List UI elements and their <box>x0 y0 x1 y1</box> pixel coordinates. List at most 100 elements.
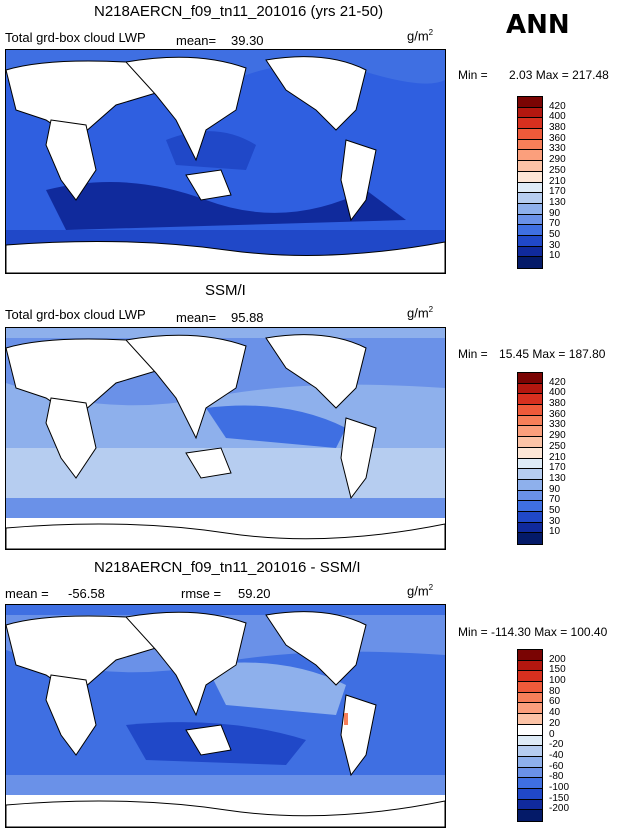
panel1-colorbar-swatch <box>518 257 542 268</box>
panel2-colorbar-swatch <box>518 511 542 523</box>
panel1-colorbar-label: 400 <box>549 111 566 123</box>
panel3-tropics <box>206 662 346 715</box>
panel3-colorbar-swatch <box>518 778 542 789</box>
panel2-australia <box>185 447 232 479</box>
panel3-colorbar <box>517 649 543 822</box>
panel3-colorbar-label: -100 <box>549 781 570 793</box>
panel3-map-svg <box>6 605 445 827</box>
panel3-colorbar-swatch <box>518 660 542 672</box>
panel1-colorbar-swatch <box>518 150 542 162</box>
panel1-colorbar-swatch <box>518 118 542 130</box>
panel2-colorbar-label: 330 <box>549 419 566 431</box>
panel1-colorbar-label: 90 <box>549 207 561 219</box>
panel3-southern-band <box>6 775 445 795</box>
panel1-colorbar-label: 290 <box>549 154 566 166</box>
panel1-map <box>5 49 446 274</box>
panel2-colorbar <box>517 372 543 545</box>
panel1-minmax: Min = 2.03 Max = 217.48 <box>458 68 609 82</box>
panel3-colorbar-label: 150 <box>549 664 566 676</box>
panel2-colorbar-label: 90 <box>549 483 561 495</box>
panel2-africa <box>45 397 97 479</box>
panel2-southern-band <box>6 498 445 518</box>
panel2-colorbar-swatch <box>518 447 542 459</box>
panel3-colorbar-swatch <box>518 682 542 693</box>
panel1-units: g/m2 <box>407 28 434 44</box>
panel3-units: g/m2 <box>407 583 434 599</box>
panel3-colorbar-swatch <box>518 703 542 715</box>
panel3-colorbar-label: -200 <box>549 803 570 815</box>
season-label: ANN <box>506 10 570 40</box>
panel3-mean-value: -56.58 <box>68 586 105 601</box>
panel1-north-america <box>265 56 367 131</box>
panel1-colorbar-swatch <box>518 235 542 247</box>
panel1-colorbar-swatch <box>518 107 542 119</box>
panel3-north-america <box>265 611 367 686</box>
panel1-colorbar-swatch <box>518 97 542 108</box>
panel3-title: N218AERCN_f09_tn11_201016 - SSM/I <box>94 559 361 576</box>
panel1-africa <box>45 119 97 201</box>
panel1-map-svg <box>6 50 445 273</box>
panel2-colorbar-swatch <box>518 437 542 448</box>
panel3-colorbar-label: 200 <box>549 653 566 665</box>
panel1-colorbar-swatch <box>518 203 542 215</box>
panel1-colorbar-swatch <box>518 129 542 140</box>
panel3-colorbar-label: 60 <box>549 696 561 708</box>
panel1-mean-value: 39.30 <box>231 33 264 48</box>
panel2-mean-value: 95.88 <box>231 310 264 325</box>
panel1-colorbar-swatch <box>518 193 542 204</box>
panel1-eurasia <box>6 60 168 141</box>
panel2-colorbar-swatch <box>518 501 542 512</box>
panel3-colorbar-label: -40 <box>549 749 564 761</box>
panel3-colorbar-swatch <box>518 799 542 811</box>
panel2-colorbar-label: 210 <box>549 451 566 463</box>
panel2-colorbar-swatch <box>518 373 542 384</box>
panel3-map <box>5 604 446 828</box>
panel1-colorbar-label: 10 <box>549 250 561 262</box>
panel2-map-svg <box>6 328 445 549</box>
panel1-colorbar-label: 210 <box>549 175 566 187</box>
panel1-colorbar-label: 30 <box>549 239 561 251</box>
panel2-mean-label: mean= <box>176 310 217 325</box>
panel3-colorbar-label: -60 <box>549 760 564 772</box>
panel2-colorbar-label: 250 <box>549 440 566 452</box>
panel3-antarctica <box>6 800 445 827</box>
panel3-rmse-value: 59.20 <box>238 586 271 601</box>
panel2-colorbar-label: 50 <box>549 504 561 516</box>
panel2-itcz <box>206 405 346 448</box>
panel1-south-america <box>340 139 377 222</box>
panel3-colorbar-label: 20 <box>549 717 561 729</box>
panel3-colorbar-swatch <box>518 788 542 800</box>
panel2-colorbar-label: 170 <box>549 462 566 474</box>
panel1-australia <box>185 169 232 201</box>
panel3-colorbar-swatch <box>518 714 542 725</box>
panel2-colorbar-label: 70 <box>549 494 561 506</box>
panel1-asia <box>125 56 247 162</box>
panel2-south-america <box>340 417 377 500</box>
panel2-minmax: Min = 15.45 Max = 187.80 <box>458 347 606 361</box>
panel3-mean-label: mean = <box>5 586 49 601</box>
panel1-colorbar <box>517 96 543 269</box>
panel3-minmax: Min = -114.30 Max = 100.40 <box>458 625 608 639</box>
panel3-positive-anomaly <box>344 713 348 725</box>
panel2-units: g/m2 <box>407 305 434 321</box>
panel3-colorbar-label: 100 <box>549 675 566 687</box>
panel1-colorbar-label: 50 <box>549 228 561 240</box>
panel2-colorbar-label: 400 <box>549 387 566 399</box>
panel1-colorbar-label: 130 <box>549 196 566 208</box>
panel2-colorbar-swatch <box>518 415 542 427</box>
panel2-colorbar-label: 360 <box>549 408 566 420</box>
panel1-colorbar-label: 70 <box>549 218 561 230</box>
panel1-colorbar-label: 420 <box>549 100 566 112</box>
panel3-colorbar-swatch <box>518 671 542 683</box>
panel3-colorbar-label: 0 <box>549 728 555 740</box>
panel2-title: SSM/I <box>205 282 246 299</box>
panel2-colorbar-label: 130 <box>549 472 566 484</box>
panel1-colorbar-swatch <box>518 182 542 194</box>
panel3-colorbar-label: -80 <box>549 771 564 783</box>
panel1-colorbar-label: 360 <box>549 132 566 144</box>
panel2-map <box>5 327 446 550</box>
panel1-left-label: Total grd-box cloud LWP <box>5 30 146 45</box>
panel3-south-america <box>340 694 377 777</box>
panel3-colorbar-swatch <box>518 692 542 704</box>
panel2-antarctica <box>6 523 445 549</box>
